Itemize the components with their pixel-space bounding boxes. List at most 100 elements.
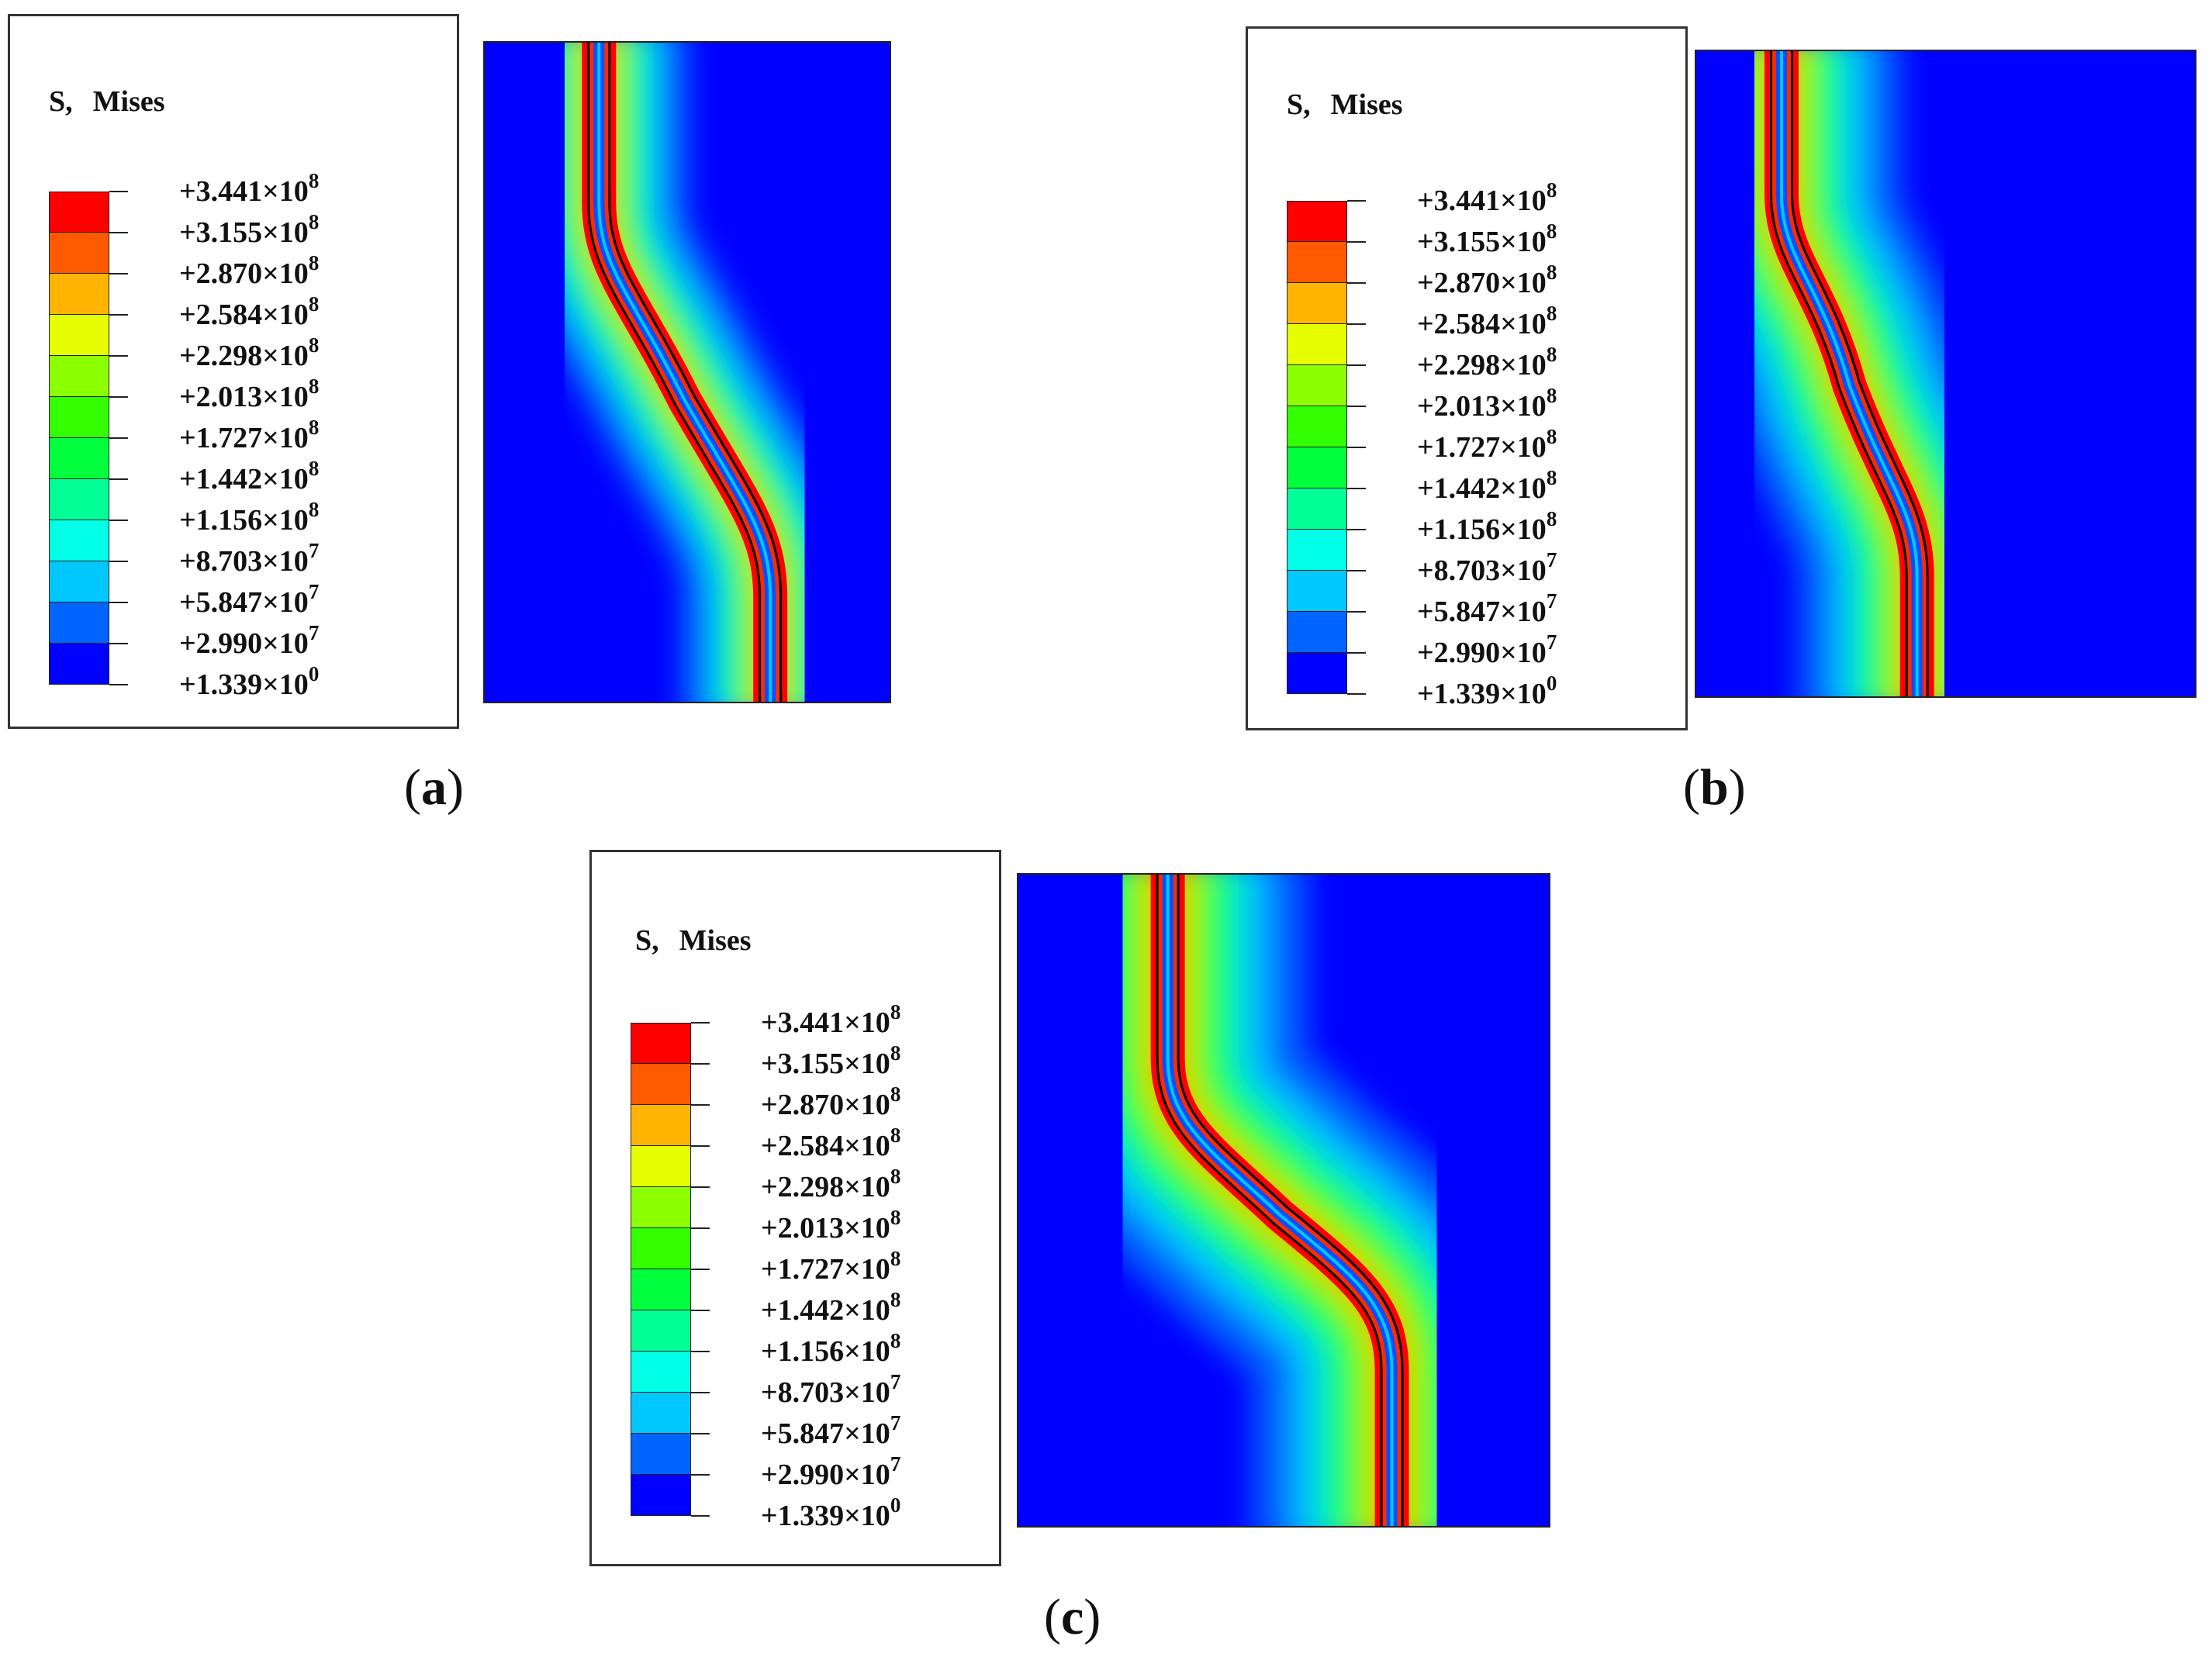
color-swatch [631, 1310, 691, 1352]
tick-label: +2.013×108 [1417, 384, 1557, 423]
color-bar-tick [691, 1269, 710, 1270]
color-swatch [631, 1475, 691, 1516]
channel [582, 43, 788, 702]
color-swatch [631, 1187, 691, 1228]
color-bar-tick [1347, 529, 1366, 530]
color-swatch [1287, 571, 1347, 612]
tick-label: +8.703×107 [1417, 548, 1557, 587]
stress-contour-plot [483, 41, 891, 703]
color-swatch [631, 1393, 691, 1434]
stress-contour-plot [1695, 50, 2196, 698]
color-swatch [631, 1228, 691, 1269]
color-swatch [49, 520, 109, 561]
legend-title-quantity: S, [635, 924, 659, 957]
tick-label: +2.298×108 [761, 1165, 901, 1203]
color-swatch [49, 274, 109, 315]
color-bar-tick [109, 561, 128, 562]
color-bar-tick [109, 602, 128, 603]
color-bar-tick [691, 1351, 710, 1352]
color-bar-swatches [1287, 201, 1347, 694]
color-swatch [1287, 447, 1347, 488]
color-bar-tick [691, 1022, 710, 1024]
tick-label: +1.339×100 [761, 1493, 901, 1532]
color-swatch [49, 561, 109, 602]
color-bar-tick [1347, 652, 1366, 654]
color-swatch [631, 1105, 691, 1146]
color-swatch [1287, 283, 1347, 324]
color-bar-tick [109, 396, 128, 398]
color-swatch [49, 644, 109, 685]
color-bar-tick [109, 232, 128, 233]
channel [1150, 875, 1409, 1526]
channel [1764, 51, 1934, 696]
color-bar-tick [109, 273, 128, 274]
color-swatch [631, 1064, 691, 1105]
color-swatch [631, 1434, 691, 1475]
color-swatch [1287, 530, 1347, 571]
color-bar-tick [1347, 323, 1366, 325]
color-swatch [1287, 324, 1347, 365]
color-bar-tick [691, 1392, 710, 1393]
channel-centerline [1166, 875, 1394, 1526]
color-swatch [631, 1269, 691, 1310]
tick-label: +2.584×108 [179, 292, 320, 331]
legend-box: S, Mises +3.441×108 +3.155×108 +2.870×108 +2… [1246, 26, 1688, 730]
legend-title-measure: Mises [1330, 88, 1403, 121]
color-swatch [1287, 653, 1347, 694]
color-swatch [49, 602, 109, 644]
tick-label: +1.442×108 [179, 457, 320, 495]
stress-contour-plot [1017, 873, 1550, 1528]
color-bar-tick [109, 643, 128, 644]
legend-title-measure: Mises [679, 924, 752, 957]
color-bar-tick [1347, 406, 1366, 407]
color-swatch [1287, 242, 1347, 283]
color-bar-tick [1347, 693, 1366, 695]
tick-label: +2.298×108 [1417, 343, 1557, 381]
color-bar-tick [1347, 241, 1366, 243]
tick-label: +2.990×107 [761, 1452, 901, 1491]
panel-caption: (b) [1683, 759, 1746, 816]
tick-label: +2.013×108 [179, 375, 320, 413]
color-bar-tick [109, 191, 128, 192]
tick-label: +2.990×107 [179, 621, 320, 660]
color-bar-tick [691, 1433, 710, 1434]
color-bar-tick [1347, 488, 1366, 489]
legend-title: S, Mises [1287, 88, 1403, 122]
color-bar-tick [691, 1310, 710, 1311]
tick-label: +1.339×100 [179, 662, 320, 701]
color-swatch [1287, 488, 1347, 530]
tick-label: +2.298×108 [179, 333, 320, 372]
color-bar-tick [1347, 200, 1366, 202]
tick-label: +1.442×108 [761, 1288, 901, 1327]
color-bar-tick [1347, 282, 1366, 284]
legend-box: S, Mises +3.441×108 +3.155×108 +2.870×108 +2… [8, 14, 459, 729]
tick-label: +1.156×108 [761, 1329, 901, 1368]
color-bar-tick [1347, 611, 1366, 613]
tick-label: +1.727×108 [179, 416, 320, 454]
tick-label: +1.339×100 [1417, 671, 1557, 710]
color-bar-tick [109, 684, 128, 685]
color-swatch [49, 192, 109, 233]
panel-caption: (a) [404, 759, 464, 816]
color-swatch [1287, 365, 1347, 406]
color-bar-tick [691, 1104, 710, 1106]
tick-label: +5.847×107 [179, 580, 320, 619]
tick-label: +1.727×108 [761, 1247, 901, 1286]
tick-label: +1.156×108 [1417, 507, 1557, 546]
color-swatch [49, 479, 109, 520]
color-bar-swatches [631, 1023, 691, 1516]
color-bar-tick [691, 1227, 710, 1229]
tick-label: +3.441×108 [179, 169, 320, 208]
legend-title-measure: Mises [92, 85, 165, 118]
color-swatch [631, 1023, 691, 1064]
color-bar-tick [109, 355, 128, 357]
tick-label: +5.847×107 [761, 1411, 901, 1450]
tick-label: +3.441×108 [1417, 178, 1557, 217]
tick-label: +8.703×107 [761, 1370, 901, 1409]
color-swatch [1287, 612, 1347, 653]
tick-label: +3.155×108 [1417, 219, 1557, 258]
color-bar-tick [691, 1145, 710, 1147]
color-swatch [49, 438, 109, 479]
color-swatch [49, 397, 109, 438]
tick-label: +2.870×108 [761, 1082, 901, 1121]
